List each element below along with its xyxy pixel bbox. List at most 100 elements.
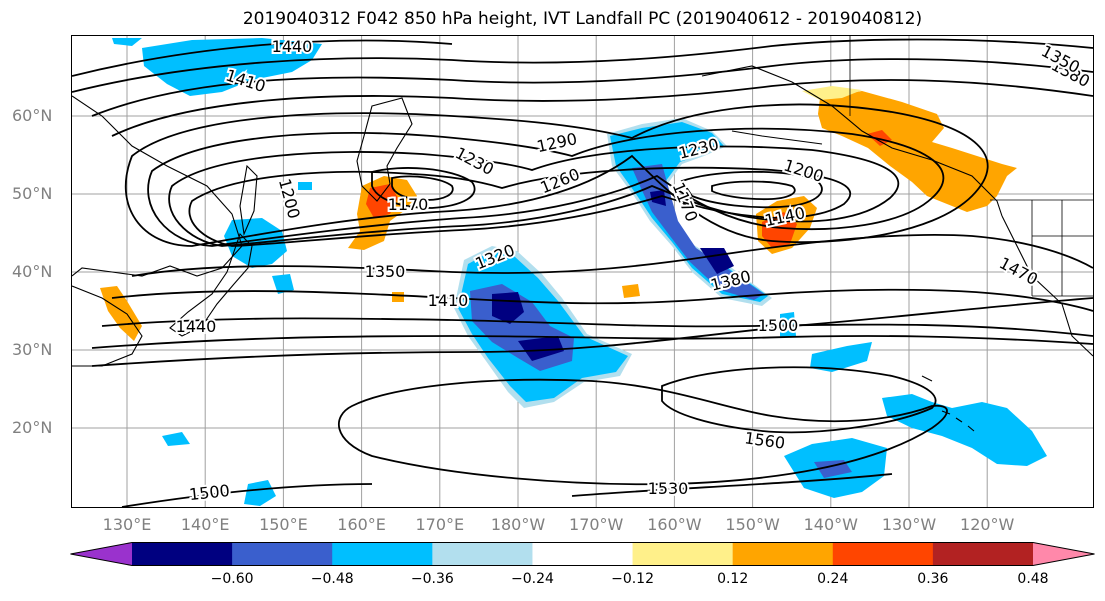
- contour-label: 1290: [535, 129, 579, 156]
- colorbar-tick-label: −0.60: [210, 571, 254, 587]
- coast-aleutians: [731, 130, 823, 145]
- contour-ring-3: [168, 145, 900, 247]
- contour-label: 1230: [452, 143, 497, 179]
- contour-1470-mid: [91, 335, 1093, 349]
- shading-north-blue-2: [112, 38, 142, 46]
- longitude-label: 180°W: [490, 515, 546, 534]
- contour-label: 1500: [758, 316, 799, 335]
- longitude-label: 160°E: [337, 515, 386, 534]
- colorbar-segment: [732, 542, 834, 566]
- longitude-label: 140°E: [180, 515, 230, 534]
- contour-1410-mid: [111, 288, 1093, 312]
- height-contours: [72, 38, 1093, 507]
- colorbar-tick-label: −0.36: [410, 571, 454, 587]
- map-svg: 1440 1410 1380 1350 1290 1230 1200 1170 …: [72, 36, 1093, 507]
- longitude-label: 120°W: [960, 515, 1015, 534]
- coast-islands-1: [921, 375, 933, 382]
- contour-1350-mid: [131, 234, 1093, 277]
- shading-small-orange-2: [622, 284, 640, 298]
- contour-1410-north: [72, 38, 1093, 93]
- shading-japan-orange: [100, 286, 142, 341]
- coast-sakhalin: [239, 164, 258, 237]
- contour-1530-south: [571, 473, 893, 497]
- shading-se-cyan-2: [882, 394, 1047, 466]
- colorbar-tick-label: 0.12: [717, 571, 749, 587]
- contour-label: 1200: [781, 155, 826, 186]
- colorbar: [70, 542, 1095, 566]
- contour-label: 1530: [648, 479, 689, 498]
- contour-label: 1350: [365, 262, 406, 281]
- contour-label: 1440: [176, 317, 217, 336]
- colorbar-tick-label: −0.12: [611, 571, 654, 587]
- latitude-label: 60°N: [12, 106, 53, 125]
- contour-low-east: [680, 170, 823, 209]
- colorbar-segment: [932, 542, 1034, 566]
- colorbar-tick-label: 0.36: [917, 571, 949, 587]
- colorbar-tick-label: −0.48: [310, 571, 354, 587]
- longitude-label: 130°W: [881, 515, 937, 534]
- contour-label: 1410: [428, 291, 469, 310]
- contour-ring-4: [188, 166, 851, 247]
- colorbar-arrow-min: [70, 542, 132, 566]
- shading-central-navy-2: [518, 336, 564, 361]
- shading-sw-cyan-1: [162, 432, 190, 446]
- colorbar-segment: [232, 542, 333, 566]
- contour-low-west: [371, 167, 476, 209]
- latitude-label: 40°N: [12, 262, 53, 281]
- contour-1530-ring: [337, 378, 948, 486]
- contour-low-west-2: [391, 175, 454, 201]
- colorbar-segment: [632, 542, 734, 566]
- contour-ring-2: [147, 127, 945, 247]
- coast-japan: [169, 232, 253, 337]
- longitude-label: 140°W: [803, 515, 858, 534]
- colorbar-outline: [70, 542, 1095, 566]
- shading-small-cyan-2: [298, 182, 312, 190]
- colorbar-segment: [132, 542, 233, 566]
- border-states: [1031, 200, 1093, 297]
- contour-1440-mid: [101, 317, 1093, 337]
- colorbar-tick-label: 0.24: [817, 571, 849, 587]
- latitude-label: 50°N: [12, 184, 53, 203]
- political-borders: [849, 36, 1093, 297]
- contour-1560-ring: [661, 366, 937, 434]
- coastlines: [72, 65, 1093, 432]
- contour-1380-north: [91, 58, 1093, 117]
- colorbar-segment: [432, 542, 533, 566]
- colorbar-tick-label: 0.48: [1017, 571, 1049, 587]
- contour-1500-mid: [91, 297, 1093, 367]
- shading-se-blue: [814, 460, 852, 478]
- shading-sw-cyan-2: [244, 480, 276, 506]
- shading-se-cyan-1: [810, 342, 872, 372]
- longitude-label: 130°E: [102, 515, 152, 534]
- colorbar-segment: [332, 542, 433, 566]
- shading-north-blue: [142, 38, 322, 96]
- contour-1500-south: [121, 483, 373, 507]
- colorbar-segment: [532, 542, 634, 566]
- map-title: 2019040312 F042 850 hPa height, IVT Land…: [242, 9, 923, 29]
- contour-1440-north: [72, 39, 453, 77]
- longitude-label: 150°W: [725, 515, 780, 534]
- shading-japan-cyan-2: [272, 274, 294, 294]
- latitude-label: 30°N: [12, 340, 53, 359]
- contour-label: 1440: [272, 37, 313, 56]
- contour-label: 1500: [188, 481, 230, 504]
- contour-ring-1: [124, 103, 989, 247]
- coast-asia: [72, 95, 243, 277]
- contour-label: 1470: [996, 253, 1041, 289]
- colorbar-arrow-max: [1033, 542, 1095, 566]
- coast-alaska: [701, 65, 1003, 217]
- shading-kamchatka-red: [366, 184, 398, 218]
- gridlines: [72, 36, 1093, 507]
- shading-small-orange-1: [392, 292, 404, 302]
- colorbar-tick-label: −0.24: [510, 571, 554, 587]
- contour-low-east-2: [711, 180, 796, 201]
- colorbar-segment: [832, 542, 934, 566]
- longitude-label: 170°W: [569, 515, 624, 534]
- longitude-label: 150°E: [259, 515, 308, 534]
- latitude-label: 20°N: [12, 418, 53, 437]
- map-panel: 1440 1410 1380 1350 1290 1230 1200 1170 …: [72, 36, 1093, 507]
- contour-label: 1170: [388, 195, 429, 214]
- longitude-label: 160°W: [647, 515, 702, 534]
- contour-1350-north: [111, 79, 1093, 137]
